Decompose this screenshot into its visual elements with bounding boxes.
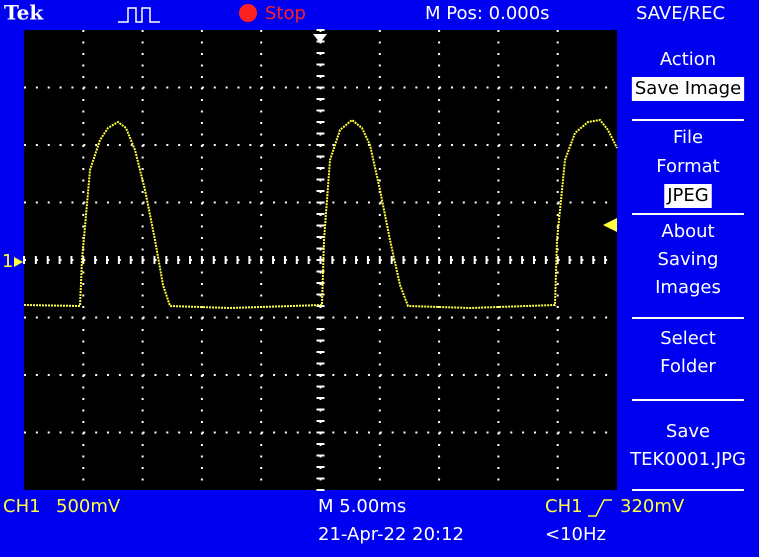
stop-icon (239, 4, 257, 22)
menu-label: Format (656, 156, 719, 177)
menu-label: Images (655, 277, 721, 298)
horizontal-position: M Pos: 0.000s (425, 3, 550, 24)
menu-title: SAVE/REC (636, 3, 725, 24)
selection-box (664, 184, 712, 208)
menu-label: Save (666, 421, 710, 442)
grid (23, 29, 617, 491)
selection-box (631, 77, 745, 101)
menu-label: Action (660, 49, 716, 70)
trigger-level: 320mV (620, 496, 685, 517)
menu-label: About (661, 221, 714, 242)
datetime: 21-Apr-22 20:12 (318, 524, 464, 545)
trigger-source: CH1 (545, 496, 583, 517)
menu-label: Saving (658, 249, 719, 270)
trigger-frequency: <10Hz (545, 524, 606, 545)
trigger-position-marker (313, 34, 327, 43)
trigger-edge-icon (588, 499, 612, 517)
channel-ground-arrow (14, 257, 23, 267)
menu-label: TEK0001.JPG (629, 449, 746, 470)
brand: Tek (4, 1, 44, 25)
menu-label: Select (660, 328, 716, 349)
menu-label: Folder (660, 356, 716, 377)
menu-selection: Save Image (635, 78, 741, 99)
menu-selection: JPEG (666, 185, 708, 206)
channel-marker: 1 (2, 251, 13, 272)
side-menu: Action Save Image File Format JPEG About Savin… (629, 49, 746, 491)
timebase: M 5.00ms (318, 496, 406, 517)
vertical-scale: 500mV (56, 496, 121, 517)
run-status: Stop (265, 3, 306, 24)
acquire-icon (118, 7, 160, 23)
trigger-level-marker (603, 218, 617, 232)
menu-label: File (673, 127, 703, 148)
channel-label: CH1 (3, 496, 41, 517)
waveform (23, 118, 618, 310)
